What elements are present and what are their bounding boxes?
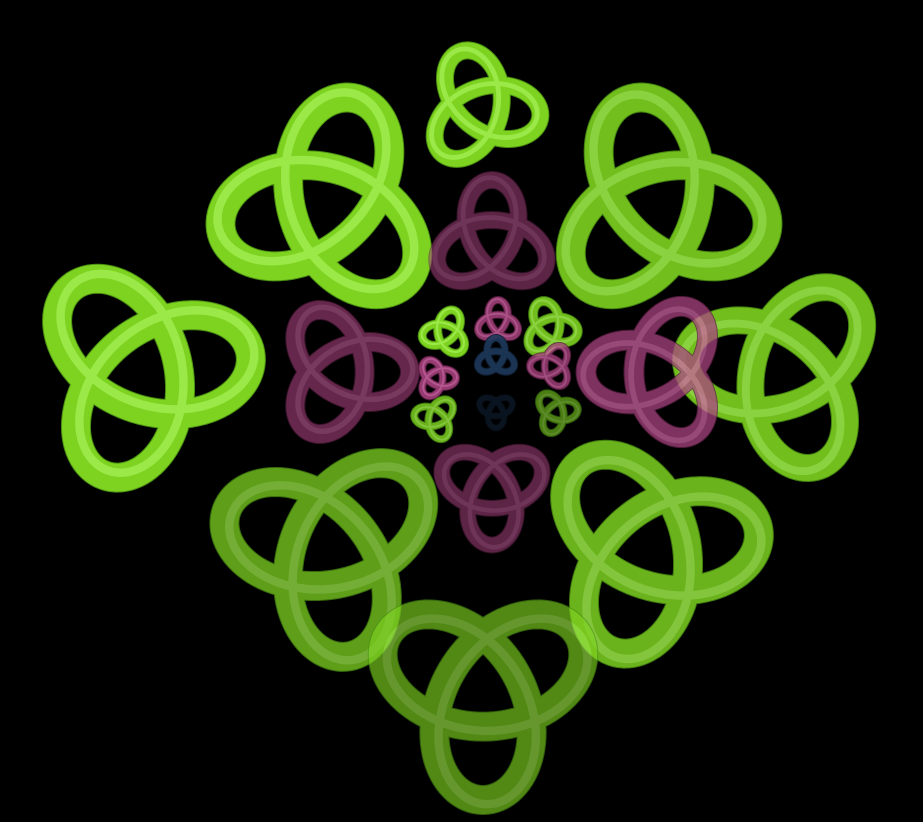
knot-inner-top-right [523, 296, 583, 357]
knot-bottom-right [550, 439, 774, 669]
knot-bottom-tube [368, 600, 598, 814]
knot-inner-top-tube-highlight [476, 298, 519, 338]
knot-inner-bottom-tube [477, 395, 515, 431]
knot-top-small-tube-highlight [429, 46, 540, 160]
knots-group [42, 41, 877, 815]
knot-inner-bottom-tube-shadow [476, 394, 516, 432]
knot-inner-right-tube-highlight [528, 345, 568, 388]
knot-inner-bottom-right [535, 389, 582, 438]
knot-mid-left-tube-highlight [295, 304, 416, 435]
knot-inner-bottom-left [410, 395, 457, 444]
knot-mid-right [575, 295, 718, 449]
knot-mid-bottom [433, 443, 551, 554]
knot-bottom [367, 599, 599, 815]
knot-inner-top [473, 296, 523, 342]
knot-top-left [205, 82, 433, 310]
knot-inner-top-right-tube-highlight [525, 299, 578, 353]
knot-inner-bottom [476, 394, 516, 432]
knot-mid-top-tube-highlight [432, 175, 547, 282]
knot-mid-bottom-tube-highlight [441, 452, 547, 550]
knot-mid-top [428, 171, 556, 291]
knot-center [473, 334, 519, 376]
knot-inner-top-left-tube-highlight [420, 307, 465, 354]
knot-mid-bottom-tube [434, 444, 550, 553]
knot-top-small [425, 41, 550, 168]
knot-bottom-tube-highlight [382, 614, 592, 809]
knot-inner-bottom-right-tube [536, 390, 581, 437]
knot-center-tube-highlight [475, 336, 515, 372]
knot-inner-left [418, 355, 460, 401]
knot-inner-bottom-left-tube-highlight [414, 398, 456, 441]
knot-mid-left [285, 299, 420, 445]
knot-top-left-tube-highlight [213, 88, 419, 294]
knot-top-right [555, 82, 783, 310]
knot-inner-bottom-right-tube-highlight [538, 393, 580, 436]
knot-bottom-left [209, 448, 439, 672]
knot-mid-top-tube [429, 172, 555, 290]
knot-mid-right-tube-highlight [580, 306, 708, 444]
knot-inner-left-tube-highlight [422, 357, 458, 397]
knot-bottom-right-tube-highlight [563, 455, 766, 664]
knot-inner-top-left [417, 305, 470, 358]
knot-left-tube-highlight [56, 269, 259, 477]
knot-inner-bottom-tube-highlight [479, 397, 514, 430]
knot-top-right-tube-highlight [561, 90, 767, 296]
knot-bottom-left-tube-highlight [225, 462, 433, 665]
knot-inner-right [526, 341, 572, 391]
knot-mid-left-tube [286, 300, 419, 444]
knot-left [42, 263, 266, 493]
